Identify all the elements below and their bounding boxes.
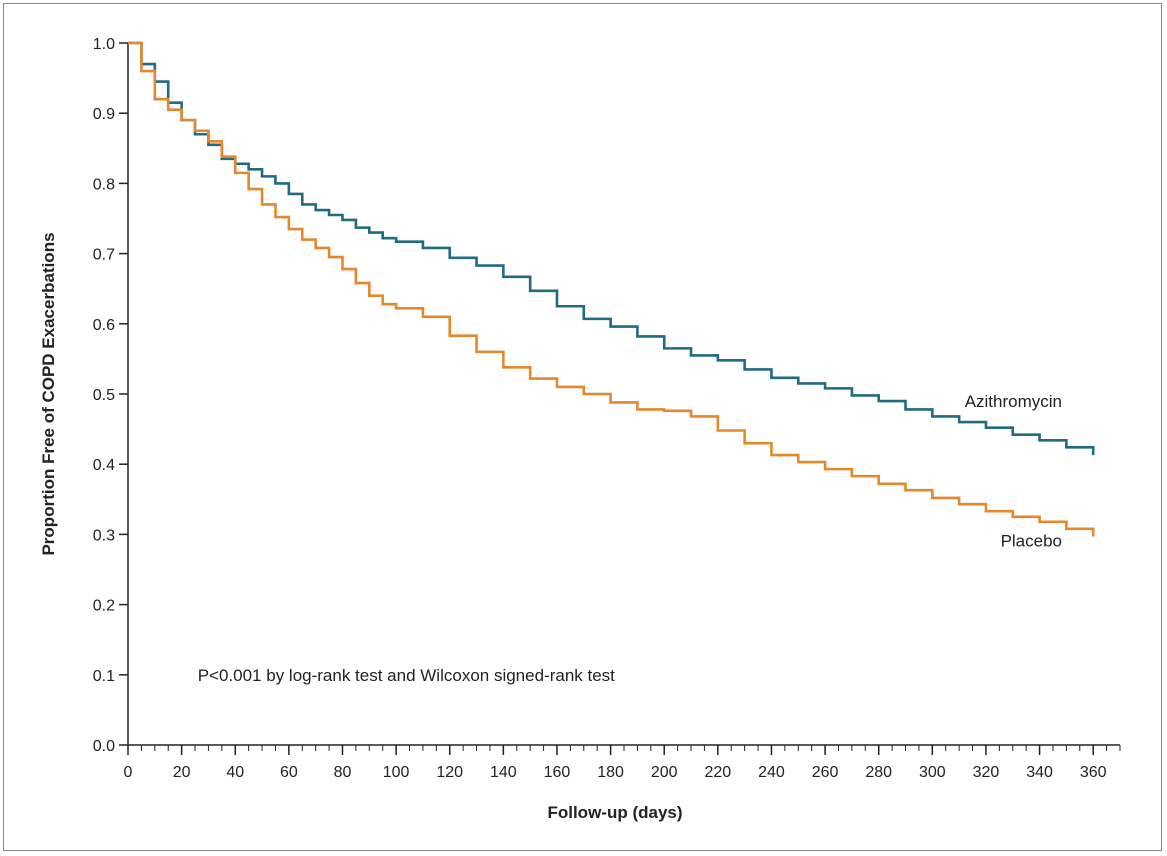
x-tick-label: 160 <box>544 764 571 781</box>
figure-frame <box>3 3 1162 851</box>
x-tick-label: 40 <box>226 764 244 781</box>
x-tick-label: 120 <box>436 764 463 781</box>
x-axis-title: Follow-up (days) <box>547 803 682 822</box>
x-tick-label: 220 <box>704 764 731 781</box>
x-tick-label: 280 <box>865 764 892 781</box>
y-tick-label: 0.3 <box>93 527 115 544</box>
x-tick-label: 60 <box>280 764 298 781</box>
x-tick-label: 320 <box>973 764 1000 781</box>
curves-group <box>128 41 1095 537</box>
p-value-annotation: P<0.001 by log-rank test and Wilcoxon si… <box>198 666 615 685</box>
y-tick-label: 0.2 <box>93 598 115 615</box>
series-label-azithromycin: Azithromycin <box>965 392 1062 411</box>
y-tick-label: 0.7 <box>93 247 115 264</box>
x-tick-label: 300 <box>919 764 946 781</box>
y-tick-label: 0.1 <box>93 668 115 685</box>
series-line-placebo <box>128 41 1095 537</box>
axes-group: 0 20 40 60 80 100 120 140 160 180 200 220 240 260 280 3… <box>93 36 1121 781</box>
x-tick-label: 100 <box>383 764 410 781</box>
y-tick-label: 0.8 <box>93 176 115 193</box>
x-tick-label: 240 <box>758 764 785 781</box>
y-tick-label: 0.0 <box>93 738 115 755</box>
series-label-placebo: Placebo <box>1001 532 1062 551</box>
x-tick-label: 260 <box>812 764 839 781</box>
y-axis-title: Proportion Free of COPD Exacerbations <box>39 232 58 555</box>
x-tick-label: 0 <box>124 764 133 781</box>
x-tick-label: 20 <box>173 764 191 781</box>
x-tick-label: 360 <box>1080 764 1107 781</box>
labels-group: Follow-up (days) Proportion Free of COPD … <box>39 232 1062 822</box>
y-tick-label: 1.0 <box>93 36 115 53</box>
y-tick-label: 0.5 <box>93 387 115 404</box>
y-tick-label: 0.9 <box>93 106 115 123</box>
x-tick-label: 180 <box>597 764 624 781</box>
x-tick-label: 140 <box>490 764 517 781</box>
x-tick-label: 80 <box>334 764 352 781</box>
y-tick-label: 0.6 <box>93 317 115 334</box>
x-tick-label: 200 <box>651 764 678 781</box>
x-tick-label: 340 <box>1026 764 1053 781</box>
y-tick-label: 0.4 <box>93 457 115 474</box>
